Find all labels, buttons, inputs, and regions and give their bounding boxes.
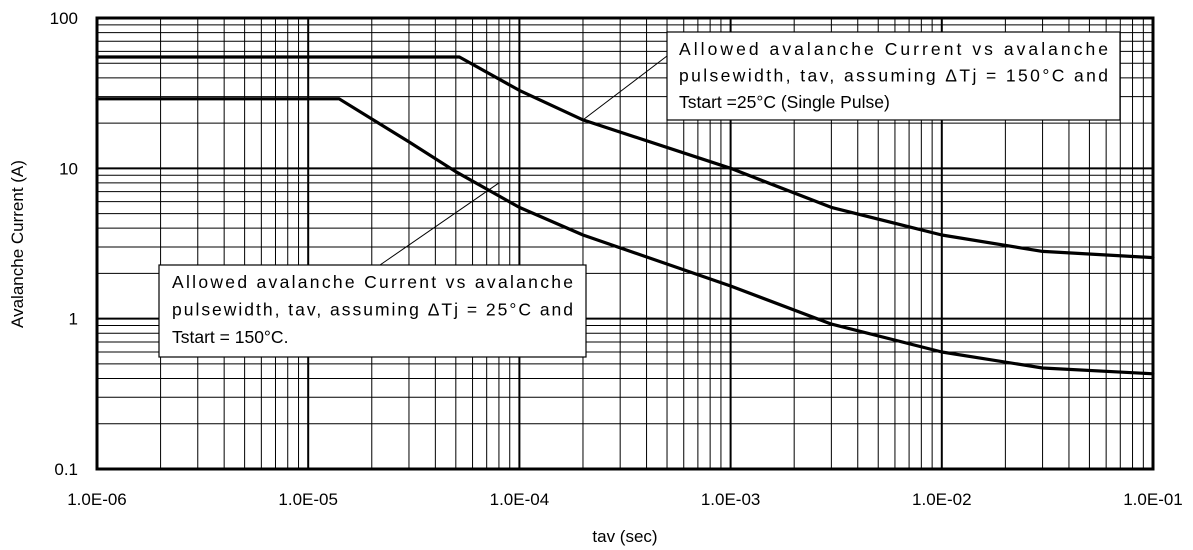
annotation-leader-line <box>582 55 668 121</box>
series-line-2 <box>95 97 1155 376</box>
annotation-box-frame <box>158 264 587 358</box>
minor-gridlines <box>97 18 1153 469</box>
series-line-1 <box>95 55 1155 260</box>
x-axis-title: tav (sec) <box>592 527 657 546</box>
y-axis-title: Avalanche Current (A) <box>8 160 27 328</box>
annotation-leaders <box>379 55 668 266</box>
annotation-line: Allowed avalanche Current vs avalanche <box>172 272 573 292</box>
x-tick-label: 1.0E-01 <box>1123 490 1183 509</box>
annotation-box-2: Allowed avalanche Current vs avalanche pu… <box>158 264 587 358</box>
annotation-line: pulsewidth, tav, assuming ΔTj = 150°C an… <box>679 66 1108 86</box>
x-tick-label: 1.0E-05 <box>278 490 338 509</box>
x-tick-label: 1.0E-04 <box>490 490 550 509</box>
annotations: Allowed avalanche Current vs avalanche pu… <box>158 31 1121 358</box>
y-tick-label: 1 <box>69 310 78 329</box>
y-tick-label: 100 <box>50 9 78 28</box>
y-tick-label: 0.1 <box>54 460 78 479</box>
plot-frame <box>95 16 1155 471</box>
x-tick-label: 1.0E-03 <box>701 490 761 509</box>
annotation-line: pulsewidth, tav, assuming ΔTj = 25°C and <box>172 300 573 320</box>
x-tick-label: 1.0E-06 <box>67 490 127 509</box>
annotation-line: Tstart = 150°C. <box>172 327 288 347</box>
annotation-box-1: Allowed avalanche Current vs avalanche pu… <box>666 31 1121 121</box>
x-tick-label: 1.0E-02 <box>912 490 972 509</box>
x-tick-labels: 1.0E-06 1.0E-05 1.0E-04 1.0E-03 1.0E-02 1.0E-… <box>67 490 1183 509</box>
annotation-box-frame <box>666 31 1121 121</box>
annotation-line: Allowed avalanche Current vs avalanche <box>679 39 1108 59</box>
series-layer <box>95 55 1155 376</box>
annotation-leader-line <box>379 182 500 266</box>
y-tick-labels: 0.1 1 10 100 <box>50 9 78 479</box>
y-tick-label: 10 <box>59 159 78 178</box>
annotation-line: Tstart =25°C (Single Pulse) <box>679 92 890 112</box>
